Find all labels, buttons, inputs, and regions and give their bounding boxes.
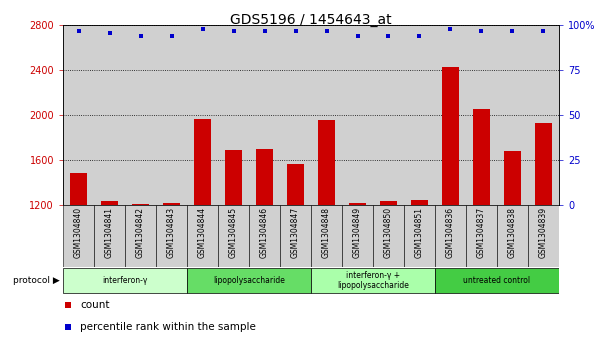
Bar — [466, 25, 497, 205]
Bar — [163, 203, 180, 205]
Text: GSM1304845: GSM1304845 — [229, 207, 238, 258]
Bar — [404, 205, 435, 267]
Bar — [373, 25, 404, 205]
Bar — [311, 268, 435, 293]
Bar — [125, 25, 156, 205]
Text: GSM1304846: GSM1304846 — [260, 207, 269, 258]
Text: GSM1304849: GSM1304849 — [353, 207, 362, 258]
Bar — [473, 109, 490, 205]
Bar — [342, 25, 373, 205]
Bar — [404, 25, 435, 205]
Bar — [287, 164, 304, 205]
Bar — [70, 172, 87, 205]
Point — [136, 33, 145, 39]
Bar — [187, 268, 311, 293]
Text: count: count — [81, 300, 110, 310]
Text: GSM1304836: GSM1304836 — [446, 207, 455, 258]
Point — [105, 30, 114, 36]
Text: protocol ▶: protocol ▶ — [13, 276, 60, 285]
Point — [74, 28, 84, 34]
Bar — [187, 205, 218, 267]
Bar — [380, 201, 397, 205]
Bar — [156, 205, 187, 267]
Bar — [249, 205, 280, 267]
Text: GSM1304851: GSM1304851 — [415, 207, 424, 258]
Point — [63, 302, 73, 308]
Bar — [435, 268, 559, 293]
Point — [322, 28, 331, 34]
Point — [229, 28, 239, 34]
Text: GSM1304841: GSM1304841 — [105, 207, 114, 258]
Text: GSM1304842: GSM1304842 — [136, 207, 145, 258]
Bar — [94, 25, 125, 205]
Text: GSM1304837: GSM1304837 — [477, 207, 486, 258]
Bar — [504, 151, 521, 205]
Bar — [349, 203, 366, 205]
Bar — [435, 205, 466, 267]
Bar — [342, 205, 373, 267]
Bar — [218, 25, 249, 205]
Bar — [94, 205, 125, 267]
Bar — [528, 205, 559, 267]
Text: GSM1304839: GSM1304839 — [539, 207, 548, 258]
Text: GSM1304850: GSM1304850 — [384, 207, 393, 258]
Bar — [63, 268, 187, 293]
Bar — [535, 123, 552, 205]
Text: GSM1304840: GSM1304840 — [74, 207, 83, 258]
Bar — [125, 205, 156, 267]
Bar — [311, 205, 342, 267]
Bar — [280, 205, 311, 267]
Text: GSM1304844: GSM1304844 — [198, 207, 207, 258]
Point — [538, 28, 548, 34]
Text: interferon-γ +
lipopolysaccharide: interferon-γ + lipopolysaccharide — [337, 271, 409, 290]
Bar — [280, 25, 311, 205]
Point — [260, 28, 269, 34]
Text: GSM1304847: GSM1304847 — [291, 207, 300, 258]
Bar — [101, 201, 118, 205]
Point — [291, 28, 300, 34]
Bar — [256, 149, 273, 205]
Bar — [311, 25, 342, 205]
Bar — [194, 119, 211, 205]
Bar — [442, 67, 459, 205]
Point — [353, 33, 362, 39]
Text: interferon-γ: interferon-γ — [102, 276, 148, 285]
Bar — [63, 205, 94, 267]
Point — [508, 28, 517, 34]
Text: GSM1304838: GSM1304838 — [508, 207, 517, 258]
Bar — [411, 200, 428, 205]
Bar — [373, 205, 404, 267]
Bar — [187, 25, 218, 205]
Bar — [497, 205, 528, 267]
Text: GSM1304843: GSM1304843 — [167, 207, 176, 258]
Point — [198, 26, 207, 32]
Text: untreated control: untreated control — [463, 276, 531, 285]
Text: lipopolysaccharide: lipopolysaccharide — [213, 276, 285, 285]
Point — [477, 28, 486, 34]
Point — [63, 324, 73, 330]
Bar — [156, 25, 187, 205]
Bar — [218, 205, 249, 267]
Point — [446, 26, 456, 32]
Point — [415, 33, 424, 39]
Text: percentile rank within the sample: percentile rank within the sample — [81, 322, 257, 332]
Bar — [466, 205, 497, 267]
Bar — [132, 204, 149, 205]
Bar — [435, 25, 466, 205]
Bar — [63, 25, 94, 205]
Bar — [249, 25, 280, 205]
Bar — [528, 25, 559, 205]
Point — [383, 33, 393, 39]
Bar — [318, 120, 335, 205]
Text: GSM1304848: GSM1304848 — [322, 207, 331, 258]
Text: GDS5196 / 1454643_at: GDS5196 / 1454643_at — [230, 13, 392, 27]
Bar — [497, 25, 528, 205]
Bar — [225, 150, 242, 205]
Point — [166, 33, 176, 39]
